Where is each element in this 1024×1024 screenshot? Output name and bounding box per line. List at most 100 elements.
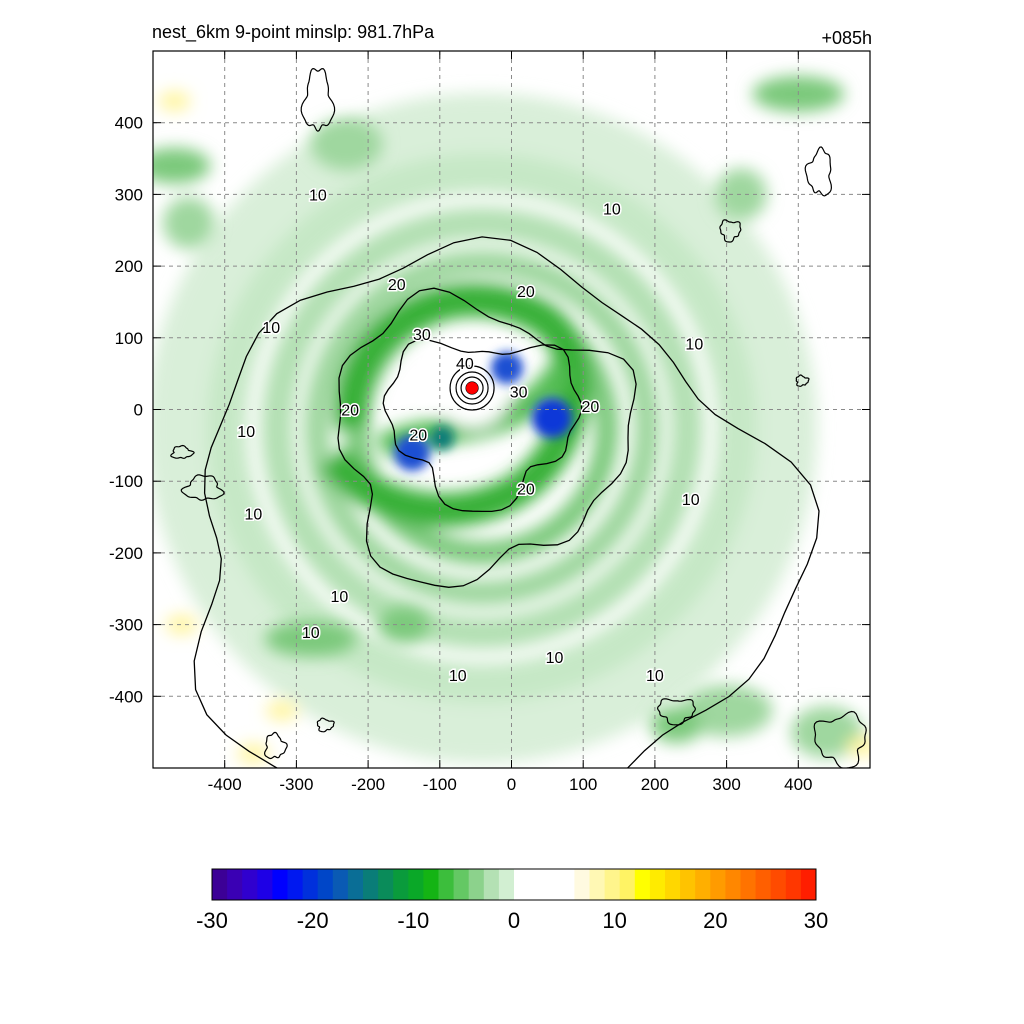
shading-patch	[310, 118, 383, 171]
shading-ring	[304, 249, 661, 606]
colorbar-swatch	[529, 869, 545, 900]
colorbar-swatch	[710, 869, 726, 900]
contour-island	[316, 717, 335, 733]
shading-patch-positive	[158, 91, 191, 112]
colorbar-swatch	[619, 869, 636, 900]
contour-island	[813, 710, 867, 768]
contour-island	[170, 444, 195, 459]
colorbar-swatch	[498, 869, 515, 900]
contour-label: 20	[581, 399, 599, 416]
contour-label: 10	[331, 589, 349, 606]
contour-label: 30	[510, 385, 528, 402]
tick-label-x: 400	[784, 775, 812, 794]
contour-label: 20	[409, 428, 427, 445]
shading-patch-positive	[266, 700, 299, 721]
storm-center-dot	[466, 381, 479, 394]
colorbar-swatch	[438, 869, 455, 900]
colorbar-tick-label: 30	[804, 908, 828, 933]
contour-island	[180, 474, 225, 501]
shading-core	[491, 351, 524, 384]
colorbar-frame	[211, 868, 817, 901]
contour-island	[300, 67, 336, 132]
contour-label: 10	[302, 625, 320, 642]
shading-core	[430, 425, 455, 450]
colorbar-swatch	[770, 869, 787, 900]
colorbar-swatch	[302, 869, 319, 900]
colorbar-tick-label: 20	[703, 908, 727, 933]
shading-patch-positive	[165, 614, 198, 635]
colorbar-swatch	[725, 869, 741, 900]
shading-ring	[153, 93, 817, 763]
tick-label-y: 0	[134, 401, 143, 420]
colorbar-swatch	[589, 869, 606, 900]
tick-label-x: -400	[208, 775, 242, 794]
contour-label: 10	[449, 668, 467, 685]
colorbar-swatch	[665, 869, 681, 900]
contour-label: 40	[456, 356, 474, 373]
tick-label-y: -300	[109, 616, 143, 635]
colorbar-swatch	[423, 869, 439, 900]
tick-label-y: -400	[109, 687, 143, 706]
tick-label-x: 200	[641, 775, 669, 794]
tick-label-y: 300	[115, 185, 143, 204]
contour-label: 10	[646, 668, 664, 685]
shading-ring	[261, 206, 704, 649]
colorbar-swatch	[695, 869, 711, 900]
colorbar: -30 -20 -10 0 10 20 30	[196, 868, 828, 933]
contour-island	[656, 698, 696, 726]
storm-center-marker	[466, 381, 479, 394]
contour-label: 10	[682, 492, 700, 509]
contour-label: 30	[413, 327, 431, 344]
shading-patch	[264, 620, 357, 657]
contour-label: 10	[685, 337, 703, 354]
colorbar-swatch	[483, 869, 500, 900]
colorbar-swatch	[755, 869, 772, 900]
tick-label-y: 200	[115, 257, 143, 276]
colorbar-swatch	[604, 869, 621, 900]
colorbar-swatch	[363, 869, 379, 900]
colorbar-swatch	[634, 869, 651, 900]
colorbar-swatch	[544, 869, 560, 900]
contour-label: 10	[309, 187, 327, 204]
contour-label: 20	[388, 277, 406, 294]
shading-core	[394, 434, 431, 471]
shading-patch-positive	[846, 736, 870, 757]
colorbar-tick-label: 10	[602, 908, 626, 933]
contour-label: 10	[546, 650, 564, 667]
contour-island	[263, 731, 288, 760]
shading-spiral	[318, 283, 592, 528]
tick-label-x: 100	[569, 775, 597, 794]
colorbar-swatch	[468, 869, 485, 900]
colorbar-swatch	[287, 869, 304, 900]
colorbar-swatch	[317, 869, 334, 900]
tick-label-x: -200	[351, 775, 385, 794]
contour-labels: 10 10 10 10 10 10 10 10 10 10 10 10 20 20 20 20 20 20 30 30…	[236, 186, 705, 686]
colorbar-swatch	[800, 869, 817, 900]
colorbar-swatch	[378, 869, 394, 900]
contour-label: 10	[603, 202, 621, 219]
contour-label: 20	[517, 284, 535, 301]
colorbar-swatch	[257, 869, 273, 900]
tick-label-x: -300	[279, 775, 313, 794]
forecast-hour-label: +085h	[821, 28, 872, 48]
contour-island	[795, 374, 810, 387]
contour-island	[804, 146, 833, 197]
contour-label: 10	[244, 506, 262, 523]
colorbar-tick-label: 0	[508, 908, 520, 933]
colorbar-swatch	[574, 869, 590, 900]
colorbar-tick-label: -30	[196, 908, 228, 933]
vorticity-shading	[153, 51, 870, 768]
shading-patches	[153, 76, 870, 764]
colorbar-swatch	[212, 869, 228, 900]
colorbar-swatch	[559, 869, 575, 900]
shading-patch	[162, 197, 215, 250]
contour-line	[193, 236, 820, 768]
shading-patch	[153, 147, 211, 184]
contour-line	[337, 287, 637, 588]
tick-label-x: 300	[712, 775, 740, 794]
colorbar-swatch	[347, 869, 364, 900]
colorbar-swatch	[332, 869, 349, 900]
colorbar-tick-label: -20	[297, 908, 329, 933]
contour-eye-ring	[460, 376, 484, 400]
